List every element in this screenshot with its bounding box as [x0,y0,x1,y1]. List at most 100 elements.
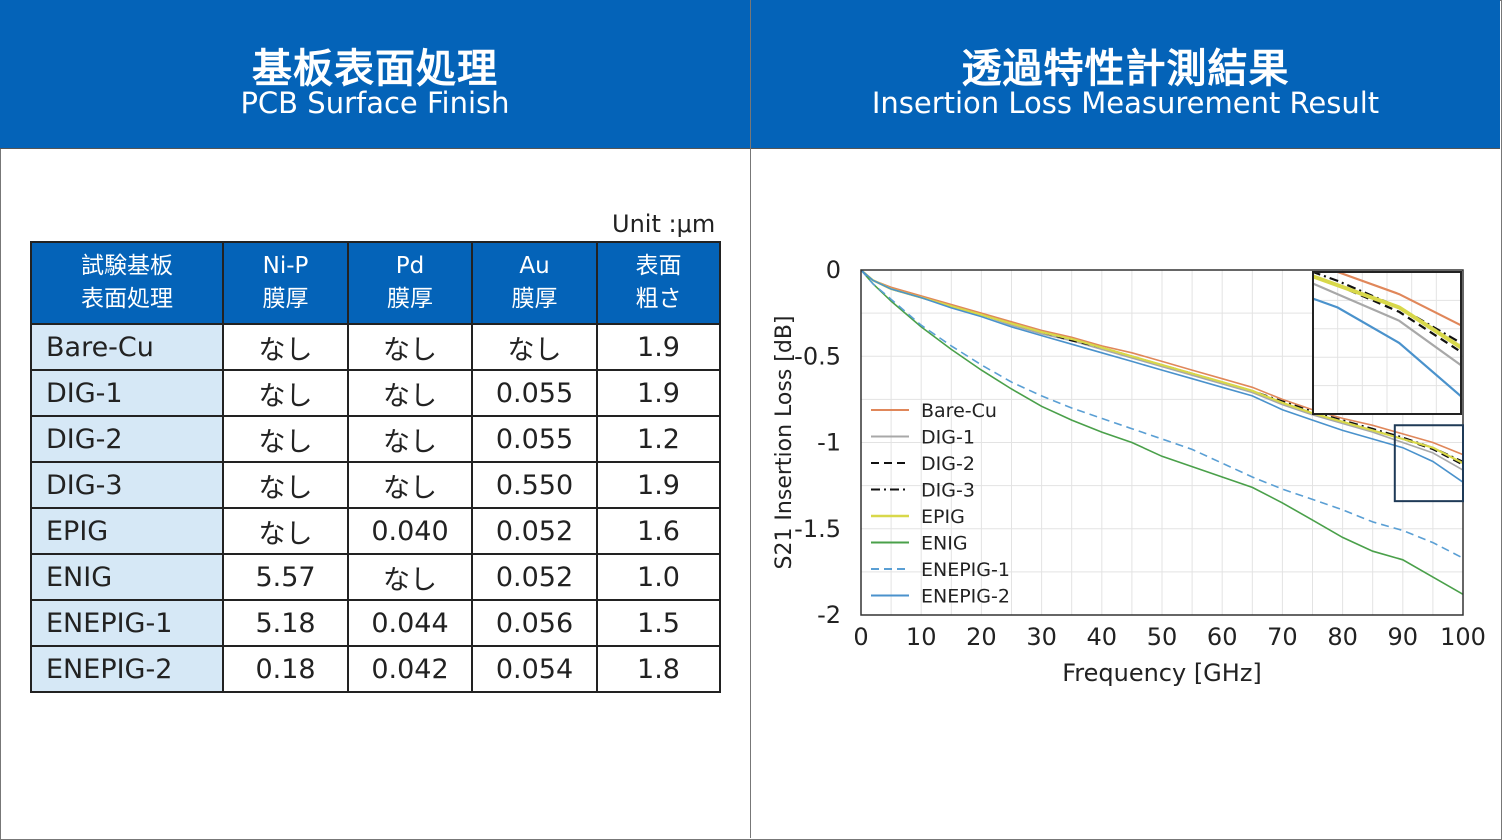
x-tick-label: 100 [1440,623,1486,651]
panel-divider [750,0,751,838]
table-row: DIG-3 なし なし 0.550 1.9 [30,461,721,509]
table-cell: 0.052 [471,507,598,555]
table-cell: なし [347,461,473,509]
unit-label: Unit :μm [612,210,716,238]
finish-name-cell: EPIG [30,507,224,555]
x-tick-label: 10 [906,623,937,651]
table-cell: 1.5 [596,599,721,647]
x-axis-label: Frequency [GHz] [1062,659,1262,687]
legend-label: EPIG [921,506,965,528]
table-cell: 0.055 [471,415,598,463]
table-cell: 0.052 [471,553,598,601]
table-row: EPIG なし 0.040 0.052 1.6 [30,507,721,555]
finish-name-cell: ENEPIG-2 [30,645,224,693]
series-line [860,269,1464,456]
zoom-region-box [1393,424,1464,503]
table-row: ENEPIG-1 5.18 0.044 0.056 1.5 [30,599,721,647]
series-line [860,269,1464,483]
table-cell: なし [347,323,473,371]
table-row: ENEPIG-2 0.18 0.042 0.054 1.8 [30,645,721,693]
inset-frame [1312,271,1462,415]
table-row: Bare-Cu なし なし なし 1.9 [30,323,721,371]
table-cell: なし [222,461,349,509]
table-cell: 1.6 [596,507,721,555]
table-cell: なし [347,415,473,463]
x-tick-label: 30 [1026,623,1057,651]
inset-series-line [1313,272,1461,344]
y-tick-label: -1.5 [794,515,841,543]
legend-label: ENIG [921,533,968,555]
y-tick-label: 0 [826,256,841,284]
insertion-loss-header: 透過特性計測結果 Insertion Loss Measurement Resu… [751,0,1500,149]
inset-series-line [1334,272,1461,327]
inset-series-line [1313,297,1461,398]
table-row: DIG-2 なし なし 0.055 1.2 [30,415,721,463]
surface-finish-title-jp: 基板表面処理 [252,46,498,92]
table-body: Bare-Cu なし なし なし 1.9 DIG-1 なし なし 0.055 1.9 DIG-2 なし… [30,323,721,693]
table-cell: 5.18 [222,599,349,647]
table-cell: なし [347,369,473,417]
table-cell: なし [471,323,598,371]
finish-name-cell: DIG-1 [30,369,224,417]
table-cell: 0.044 [347,599,473,647]
surface-finish-header: 基板表面処理 PCB Surface Finish [0,0,750,149]
table-cell: 0.042 [347,645,473,693]
surface-finish-title-en: PCB Surface Finish [240,86,510,120]
y-tick-label: -0.5 [794,342,841,370]
inset-series-line [1313,282,1461,367]
table-cell: 1.9 [596,369,721,417]
table-cell: 1.8 [596,645,721,693]
legend-label: Bare-Cu [921,400,997,422]
table-row: ENIG 5.57 なし 0.052 1.0 [30,553,721,601]
finish-name-cell: ENIG [30,553,224,601]
x-tick-label: 0 [853,623,868,651]
table-cell: なし [347,553,473,601]
x-tick-label: 50 [1147,623,1178,651]
x-tick-label: 40 [1087,623,1118,651]
finish-name-cell: DIG-2 [30,415,224,463]
x-tick-label: 20 [966,623,997,651]
table-cell: 1.9 [596,461,721,509]
x-tick-label: 70 [1267,623,1298,651]
table-cell: 0.550 [471,461,598,509]
legend-label: ENEPIG-1 [921,559,1010,581]
y-axis-label: S21 Insertion Loss [dB] [772,315,797,569]
table-cell: 0.056 [471,599,598,647]
legend-label: ENEPIG-2 [921,586,1010,608]
table-cell: 1.2 [596,415,721,463]
insertion-loss-panel: 透過特性計測結果 Insertion Loss Measurement Resu… [751,0,1500,838]
table-cell: 0.054 [471,645,598,693]
table-cell: 1.0 [596,553,721,601]
y-tick-label: -1 [817,429,841,457]
legend-label: DIG-1 [921,427,975,449]
y-tick-label: -2 [817,601,841,629]
insertion-loss-title-jp: 透過特性計測結果 [961,46,1290,92]
table-cell: なし [222,323,349,371]
table-header-cell: Pd 膜厚 [347,241,473,325]
table-row: DIG-1 なし なし 0.055 1.9 [30,369,721,417]
table-cell: なし [222,369,349,417]
table-cell: なし [222,507,349,555]
surface-finish-panel: 基板表面処理 PCB Surface Finish Unit :μm 試験基板 … [0,0,750,838]
legend-label: DIG-2 [921,453,975,475]
series-line [860,269,1464,559]
finish-name-cell: Bare-Cu [30,323,224,371]
x-tick-label: 60 [1207,623,1238,651]
table-cell: 0.040 [347,507,473,555]
table-cell: なし [222,415,349,463]
finish-name-cell: DIG-3 [30,461,224,509]
x-tick-label: 90 [1388,623,1419,651]
insertion-loss-title-en: Insertion Loss Measurement Result [871,86,1380,120]
inset-series-line [1313,274,1461,350]
table-cell: 0.18 [222,645,349,693]
finish-name-cell: ENEPIG-1 [30,599,224,647]
table-cell: 0.055 [471,369,598,417]
table-header-cell: 表面 粗さ [596,241,721,325]
inset-series-line [1313,275,1461,353]
table-header-cell: Au 膜厚 [471,241,598,325]
insertion-loss-chart: 0 10 20 30 40 50 60 70 80 90 100 0 -0.5 -1 -1.5 -2 Frequ… [772,256,1486,687]
table-header-row: 試験基板 表面処理 Ni-P 膜厚 Pd 膜厚 Au 膜厚 表面 粗さ [30,241,721,325]
table-cell: 5.57 [222,553,349,601]
series-line [860,269,1464,595]
table-header-cell: 試験基板 表面処理 [30,241,224,325]
